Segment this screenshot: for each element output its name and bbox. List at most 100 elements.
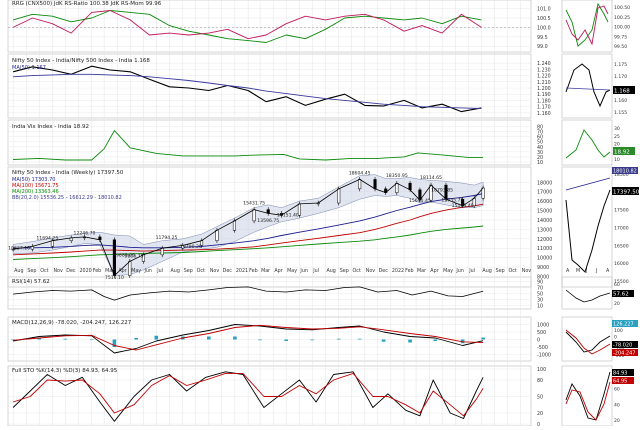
side-y-tick-label: 1.155 — [614, 110, 627, 116]
price-panel — [7, 166, 532, 288]
x-tick-label: Jul — [312, 268, 319, 274]
y-tick-label: 12000 — [537, 237, 552, 243]
price-annotation: 14151.40 — [277, 213, 299, 219]
y-tick-label: 15000 — [537, 209, 552, 215]
macd-hist-bar — [154, 335, 159, 340]
y-tick-label: 16000 — [537, 199, 552, 205]
side-vix-panel — [561, 119, 613, 166]
macd-title: MACD(12,26,9) -78.020, -204.247, 126.227 — [12, 320, 132, 326]
macd-hist-bar — [357, 338, 362, 340]
svg-text:126.227: 126.227 — [613, 322, 634, 328]
price-close-line — [13, 178, 484, 277]
price-annotation: 16793.85 — [431, 188, 453, 194]
macd-hist-bar — [89, 339, 94, 341]
macd-hist-bar — [408, 339, 412, 343]
side-price-ma — [565, 177, 611, 191]
side-x-tick-label: M — [576, 268, 580, 274]
side-y-tick-label: 100.00 — [614, 25, 630, 31]
ma50-legend: MA(50) 17303.70 — [12, 177, 55, 183]
y-tick-label: 100 — [537, 367, 546, 373]
x-tick-label: Nov — [522, 268, 532, 274]
x-tick-label: Jul — [156, 268, 163, 274]
price-annotation: 7511.10 — [105, 275, 124, 281]
price-annotation: 9889.05 — [116, 253, 135, 259]
rsi-badge: 57.62 — [612, 290, 634, 298]
side-x-tick-label: A — [606, 268, 610, 274]
y-tick-label: 1.230 — [537, 67, 551, 73]
y-tick-label: 17000 — [537, 190, 552, 196]
macd-hist-bar — [258, 339, 262, 341]
price-candle — [408, 182, 412, 191]
price-annotation: 15735.75 — [441, 198, 463, 204]
price-annotation: 9806.75 — [125, 253, 144, 259]
macd-signal-line — [13, 324, 484, 351]
sto-k-line — [12, 371, 484, 422]
price-candle — [373, 179, 377, 190]
ratio-line — [12, 65, 482, 113]
ratio-title: Nifty 50 Index - India/Nifty 500 Index -… — [12, 58, 150, 64]
x-tick-label: Apr — [430, 268, 438, 274]
side-rsi-line — [565, 289, 611, 303]
side-ratio-line — [565, 63, 611, 108]
x-tick-label: Oct — [40, 268, 48, 274]
side-y-tick-label: 17000 — [614, 226, 629, 232]
y-tick-label: 20 — [537, 411, 543, 417]
sto-d-line — [12, 372, 484, 417]
x-tick-label: Mar — [417, 268, 426, 274]
macd-badge-a: 126.227 — [612, 320, 638, 328]
vix-badge: 18.92 — [613, 147, 635, 156]
side-x-tick-label: A — [566, 268, 570, 274]
price-ma100-line — [13, 203, 484, 256]
price-annotation: 15671.45 — [409, 198, 431, 204]
x-tick-label: May — [131, 268, 141, 274]
y-tick-label: 1.220 — [537, 74, 551, 80]
grid-layer — [8, 0, 531, 426]
side-y-tick-label: 10 — [614, 157, 620, 163]
y-tick-label: 1.210 — [537, 80, 551, 86]
x-tick-label: Nov — [210, 268, 220, 274]
x-tick-label: Sep — [27, 268, 36, 274]
x-tick-label: Mar — [105, 268, 114, 274]
x-tick-label: Feb — [405, 268, 414, 274]
side-y-tick-label: 1.170 — [614, 74, 627, 80]
y-tick-label: 100.0 — [537, 25, 551, 31]
svg-text:-78.020: -78.020 — [613, 343, 632, 349]
y-tick-label: 1.240 — [537, 61, 551, 67]
macd-hist-bar — [336, 338, 341, 340]
sto-badge-b: 64.95 — [612, 377, 634, 385]
macd-badge-b: -78.020 — [612, 341, 638, 349]
side-y-tick-label: 100 — [614, 328, 623, 334]
side-y-tick-label: 20 — [614, 418, 620, 424]
y-tick-label: 30 — [537, 298, 543, 304]
sto-title: Full STO %K(14,3) %D(3) 84.93, 64.95 — [12, 368, 118, 374]
bb-legend: BB(20,2.0) 15536.25 - 16612.29 - 18010.8… — [12, 195, 122, 201]
rsi-line — [13, 286, 484, 301]
side-sto-k — [565, 371, 611, 421]
macd-line — [13, 324, 484, 354]
price-top-badge: 18010.82 — [612, 167, 638, 175]
x-tick-label: Oct — [353, 268, 361, 274]
x-tick-label: Aug — [14, 268, 23, 274]
x-tick-label: Sep — [496, 268, 505, 274]
y-tick-label: 1.190 — [537, 92, 551, 98]
side-y-tick-label: 99.50 — [614, 44, 627, 50]
macd-hist-bar — [233, 336, 237, 340]
side-ratio-ma — [565, 87, 611, 91]
x-tick-label: Jun — [143, 268, 152, 274]
side-y-tick-label: 30 — [614, 126, 620, 132]
y-tick-label: 10 — [537, 160, 543, 166]
x-tick-label: May — [443, 268, 453, 274]
x-tick-label: Sep — [340, 268, 349, 274]
macd-hist-bar — [433, 339, 438, 341]
x-tick-label: Nov — [53, 268, 63, 274]
price-annotation: 18604.45 — [349, 171, 371, 177]
y-tick-label: 101.0 — [537, 7, 551, 13]
y-tick-label: 500 — [537, 330, 546, 336]
side-x-tick-label: J — [595, 268, 597, 274]
rsi-panel — [7, 276, 532, 310]
x-tick-label: Dec — [379, 268, 389, 274]
ratio-ma50-line — [13, 73, 482, 109]
ratio-badge: 1.168 — [613, 86, 635, 95]
side-y-tick-label: 16000 — [614, 261, 629, 267]
price-annotation: 10637.10 — [8, 246, 30, 252]
